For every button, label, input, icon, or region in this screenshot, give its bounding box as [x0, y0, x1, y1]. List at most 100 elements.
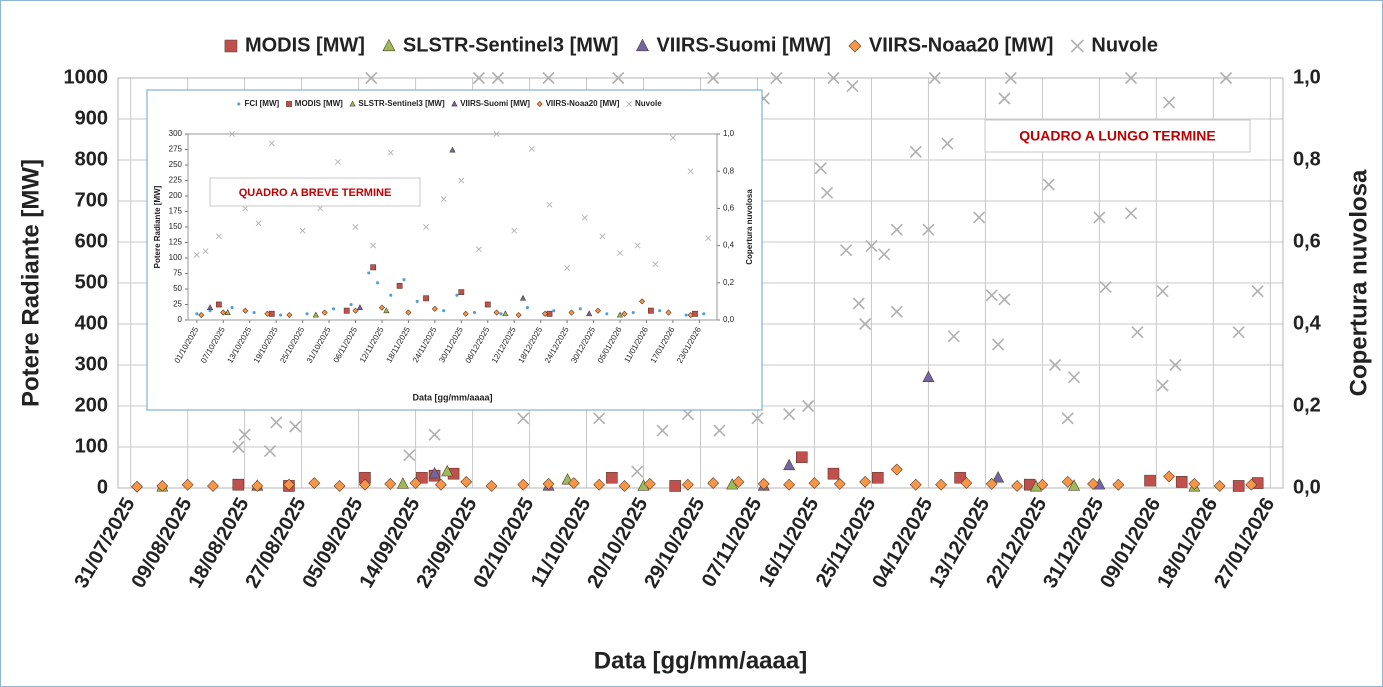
y2-axis-title: Copertura nuvolosa	[1345, 169, 1372, 396]
data-point	[423, 295, 429, 302]
y-tick-label: 200	[169, 191, 183, 200]
data-point	[279, 313, 283, 317]
y-tick-label: 275	[169, 145, 183, 154]
data-point	[423, 224, 430, 230]
data-point	[935, 478, 948, 491]
data-point	[1099, 281, 1112, 294]
legend-item: Nuvole	[1070, 34, 1158, 56]
legend-label: VIIRS-Suomi [MW]	[460, 99, 530, 108]
data-point	[1061, 475, 1074, 488]
y-tick-label: 400	[75, 312, 108, 334]
legend-label: MODIS [MW]	[295, 99, 343, 108]
data-point	[973, 211, 986, 224]
data-point	[405, 309, 412, 316]
y2-tick-label: 0,0	[1293, 476, 1321, 498]
y-tick-label: 800	[75, 148, 108, 170]
x-axis-title: Data [gg/mm/aaaa]	[412, 392, 492, 402]
data-point	[156, 480, 169, 492]
inset-frame	[146, 89, 763, 411]
data-point	[1124, 71, 1138, 85]
data-point	[238, 428, 251, 441]
data-point	[998, 92, 1011, 105]
data-point	[1067, 371, 1081, 384]
y-tick-label: 1000	[64, 66, 109, 88]
data-point	[375, 281, 380, 285]
data-point	[618, 480, 631, 492]
data-point	[985, 477, 998, 490]
data-point	[352, 307, 359, 314]
data-point	[1131, 326, 1144, 339]
y-tick-label: 200	[75, 394, 108, 416]
data-point	[1036, 478, 1049, 491]
data-point	[705, 235, 712, 242]
data-point	[242, 307, 249, 314]
data-point	[783, 408, 796, 421]
data-point	[442, 309, 446, 313]
data-point	[493, 131, 500, 137]
data-point	[634, 242, 641, 249]
data-point	[475, 246, 482, 253]
data-point	[415, 299, 419, 303]
data-point	[567, 477, 580, 490]
data-point	[349, 302, 353, 307]
y2-tick-label: 0,2	[1293, 394, 1321, 416]
data-point	[593, 412, 606, 425]
data-point	[289, 420, 302, 433]
data-point	[220, 309, 227, 316]
data-point	[383, 307, 390, 314]
legend-item: VIIRS-Suomi [MW]	[635, 34, 831, 56]
data-point	[1042, 178, 1055, 191]
grid	[185, 133, 720, 323]
legend-item: FCI [MW]	[237, 99, 280, 108]
y-tick-label: 300	[169, 129, 183, 138]
data-point	[814, 162, 827, 175]
data-point	[283, 478, 295, 491]
data-point	[428, 466, 441, 479]
data-point	[707, 477, 720, 490]
data-point	[599, 233, 606, 240]
y2-tick-label: 0,6	[723, 204, 735, 213]
data-point	[232, 440, 245, 454]
data-point	[299, 227, 306, 234]
data-point	[334, 158, 341, 165]
legend-label: VIIRS-Noaa20 [MW]	[546, 99, 620, 108]
data-point	[193, 251, 200, 258]
data-point	[198, 312, 205, 319]
data-point	[305, 312, 309, 316]
data-point	[359, 471, 371, 484]
data-point	[1093, 211, 1106, 224]
data-point	[270, 416, 283, 429]
data-point	[207, 480, 219, 492]
data-point	[833, 477, 846, 490]
data-point	[586, 310, 593, 317]
data-point	[621, 310, 628, 317]
data-point	[821, 186, 834, 199]
y2-tick-label: 0,0	[723, 315, 735, 324]
y-tick-label: 600	[75, 230, 108, 252]
data-point	[546, 201, 553, 208]
y2-tick-label: 0,8	[1293, 148, 1321, 170]
data-point	[865, 240, 878, 253]
data-point	[352, 224, 359, 230]
data-point	[1156, 379, 1169, 392]
data-point	[515, 312, 522, 319]
data-point	[941, 137, 954, 150]
data-point	[542, 310, 549, 317]
data-point	[617, 250, 623, 256]
data-point	[1219, 71, 1233, 85]
legend-marker	[349, 100, 356, 107]
y-tick-label: 0	[178, 315, 183, 324]
y-tick-label: 125	[169, 238, 183, 247]
data-point	[458, 177, 465, 184]
data-point	[1232, 326, 1245, 339]
data-point	[472, 71, 485, 85]
data-point	[692, 310, 698, 317]
data-point	[255, 220, 262, 227]
data-point	[665, 309, 672, 316]
data-point	[542, 71, 555, 85]
data-point	[206, 304, 214, 310]
data-point	[1049, 358, 1062, 372]
data-point	[564, 264, 571, 271]
data-point	[215, 301, 222, 308]
data-point	[1011, 480, 1024, 492]
